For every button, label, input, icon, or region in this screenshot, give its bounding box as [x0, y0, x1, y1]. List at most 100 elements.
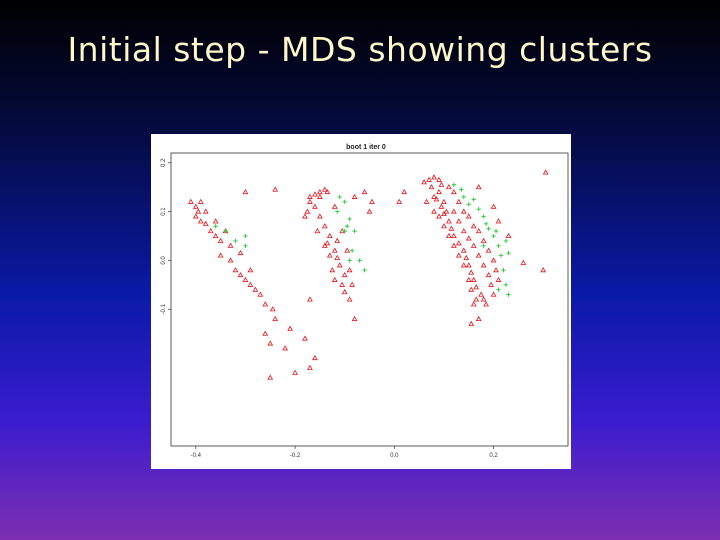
red-triangle-point	[475, 315, 482, 322]
plot-title: boot 1 iter 0	[346, 144, 386, 151]
red-triangle-point	[460, 208, 467, 214]
red-triangle-point	[438, 181, 445, 187]
red-triangle-point	[334, 254, 341, 260]
red-triangle-point	[448, 225, 455, 231]
red-triangle-point	[247, 281, 254, 287]
green-plus-point	[481, 243, 486, 248]
red-triangle-point	[269, 306, 276, 312]
green-plus-point	[496, 243, 501, 248]
red-triangle-point	[465, 235, 472, 241]
red-triangle-point	[475, 252, 482, 258]
y-tick-label: 0.2	[161, 158, 167, 167]
red-triangle-point	[329, 267, 336, 273]
red-triangle-point	[321, 186, 328, 192]
red-triangle-point	[446, 232, 452, 239]
green-plus-point	[233, 238, 238, 244]
red-triangle-point	[490, 257, 497, 263]
red-triangle-point	[314, 228, 321, 234]
red-triangle-point	[465, 213, 472, 219]
green-plus-point	[503, 238, 509, 244]
slide-title: Initial step - MDS showing clusters	[67, 30, 653, 69]
x-tick-label: 0.2	[489, 453, 498, 459]
red-triangle-point	[463, 254, 470, 260]
red-triangle-point	[326, 232, 333, 239]
red-triangle-point	[282, 345, 289, 351]
red-triangle-point	[217, 252, 224, 258]
red-triangle-point	[493, 267, 499, 273]
red-triangle-point	[473, 296, 480, 302]
red-triangle-point	[438, 203, 445, 209]
red-triangle-point	[455, 218, 462, 224]
red-triangle-point	[316, 213, 323, 219]
red-triangle-point	[202, 208, 209, 214]
red-triangle-point	[542, 169, 549, 175]
green-plus-point	[493, 228, 499, 234]
green-plus-point	[459, 187, 464, 192]
red-triangle-point	[304, 208, 311, 214]
red-triangle-point	[232, 267, 239, 273]
red-triangle-point	[346, 296, 353, 302]
red-triangle-point	[334, 237, 341, 243]
red-triangle-point	[480, 262, 487, 268]
red-triangle-point	[396, 198, 403, 204]
green-plus-point	[342, 228, 347, 234]
red-triangle-point	[316, 193, 323, 199]
red-triangle-point	[341, 271, 348, 278]
red-triangle-point	[252, 286, 259, 292]
red-triangle-point	[450, 208, 457, 214]
red-triangle-point	[428, 184, 435, 190]
red-triangle-point	[312, 191, 318, 197]
green-plus-point	[451, 182, 457, 187]
red-triangle-point	[217, 237, 224, 243]
red-triangle-point	[361, 188, 368, 195]
red-triangle-point	[475, 228, 482, 234]
red-triangle-point	[202, 220, 209, 226]
mds-scatter-svg: boot 1 iter 0 0.20.10.0-0.1 -0.4 -0.2 0.0 0…	[161, 144, 569, 459]
red-triangle-point	[197, 198, 204, 204]
red-triangle-point	[242, 276, 249, 282]
red-triangle-point	[483, 301, 490, 307]
red-triangle-point	[446, 184, 452, 190]
data-points	[187, 169, 549, 380]
red-triangle-point	[192, 203, 199, 209]
red-triangle-point	[450, 232, 457, 239]
red-triangle-point	[455, 198, 462, 204]
red-triangle-point	[468, 269, 475, 275]
red-triangle-point	[520, 259, 527, 265]
red-triangle-point	[401, 188, 408, 195]
red-triangle-point	[307, 198, 313, 204]
red-triangle-point	[495, 276, 502, 282]
red-triangle-point	[431, 193, 437, 199]
red-triangle-point	[326, 252, 333, 258]
green-plus-point	[335, 209, 340, 214]
y-tick-label: -0.1	[161, 303, 167, 314]
red-triangle-point	[307, 364, 313, 370]
red-triangle-point	[455, 240, 462, 246]
red-triangle-point	[468, 286, 475, 292]
green-plus-point	[243, 243, 248, 248]
x-tick-label: -0.2	[290, 453, 301, 459]
green-plus-point	[491, 233, 496, 239]
red-triangle-point	[237, 271, 244, 278]
red-triangle-point	[436, 213, 442, 219]
green-plus-point	[243, 233, 248, 239]
red-triangle-point	[346, 267, 353, 273]
red-triangle-point	[470, 301, 477, 307]
green-plus-point	[342, 199, 347, 205]
red-triangle-point	[369, 198, 375, 204]
green-plus-point	[213, 224, 218, 229]
red-triangle-point	[351, 193, 358, 199]
green-plus-point	[347, 216, 352, 222]
red-triangle-point	[473, 284, 480, 290]
red-triangle-point	[349, 281, 356, 287]
red-triangle-point	[341, 289, 348, 295]
red-triangle-point	[324, 240, 331, 246]
red-triangle-point	[436, 188, 442, 195]
red-triangle-point	[465, 276, 472, 282]
red-triangle-point	[237, 249, 244, 256]
red-triangle-point	[470, 223, 477, 229]
red-triangle-point	[450, 188, 457, 195]
green-plus-point	[347, 258, 352, 263]
red-triangle-point	[460, 247, 467, 253]
red-triangle-point	[187, 198, 194, 204]
